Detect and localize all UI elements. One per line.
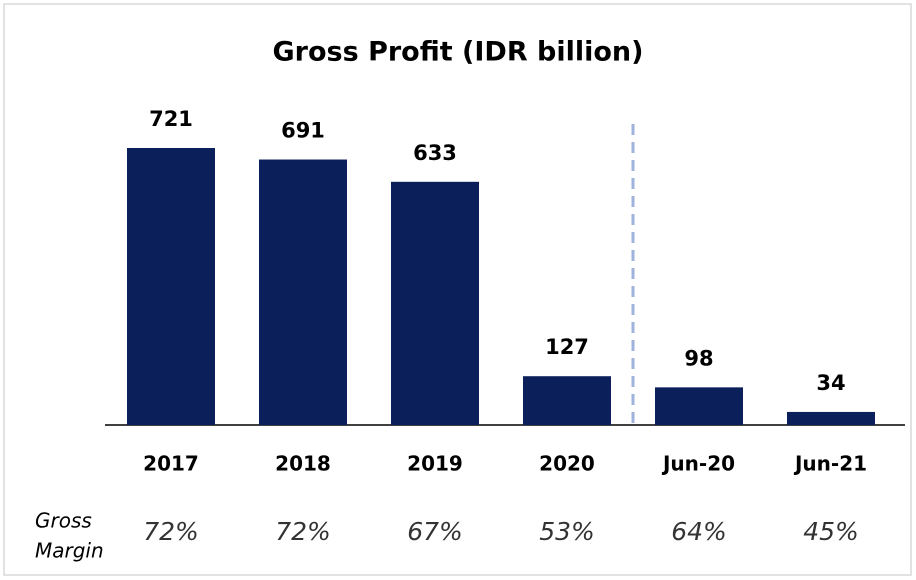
margin-label: Gross [35,509,92,533]
x-tick-label: Jun-20 [661,452,735,476]
bar [787,411,875,425]
bar [523,376,611,425]
data-label: 34 [816,371,845,395]
x-tick-label: Jun-21 [793,452,867,476]
data-label: 633 [413,141,457,165]
margin-value: 45% [803,517,859,546]
margin-value: 53% [539,517,595,546]
x-tick-label: 2017 [143,452,199,476]
data-label: 721 [149,107,193,131]
bar [655,387,743,425]
x-tick-label: 2019 [407,452,463,476]
margin-value: 67% [407,517,463,546]
margin-label: Margin [35,539,104,563]
bar [127,148,215,425]
data-label: 691 [281,119,325,143]
margin-value: 72% [143,517,199,546]
margin-value: 72% [275,517,331,546]
data-label: 127 [545,335,589,359]
bar [259,159,347,425]
data-label: 98 [684,346,713,370]
x-tick-label: 2020 [539,452,595,476]
margin-value: 64% [671,517,727,546]
chart-title: Gross Profit (IDR billion) [273,37,644,68]
x-tick-label: 2018 [275,452,331,476]
bar [391,181,479,425]
